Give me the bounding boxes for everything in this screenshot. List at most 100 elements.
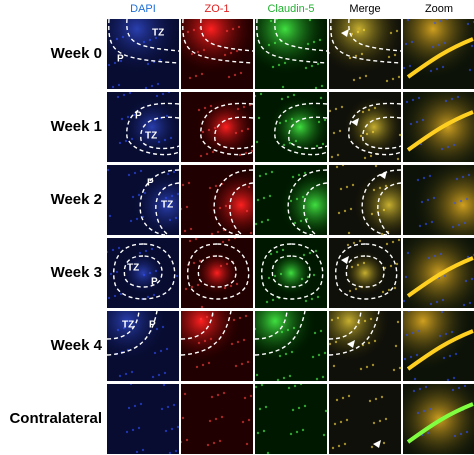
speckle [280,97,284,101]
panel [181,384,253,454]
speckle [219,264,223,268]
speckle [120,117,124,121]
boundary [348,102,401,156]
speckle [429,69,433,73]
speckle [464,279,468,283]
speckle [444,332,448,336]
speckle [403,66,406,70]
speckle [121,35,125,39]
speckle [150,84,154,88]
boundary [126,102,179,156]
speckle [468,68,472,72]
speckle [210,395,214,399]
speckle [364,74,368,78]
speckle [244,151,248,155]
speckle [387,55,391,59]
speckle [286,328,290,332]
speckle [368,399,372,403]
speckle [265,300,269,304]
speckle [352,241,356,245]
speckle [398,366,401,370]
speckle [395,29,399,33]
speckle [232,318,236,322]
speckle [205,315,209,319]
region-label: TZ [152,28,164,39]
speckle [289,432,293,436]
speckle [350,32,354,36]
arrowhead [379,171,387,179]
speckle [133,404,137,408]
speckle [444,99,448,103]
column-header: Claudin-5 [267,3,314,15]
row-label: Week 0 [51,45,102,62]
speckle [313,331,317,335]
speckle [125,430,129,434]
boundary [181,311,232,356]
speckle [439,19,443,23]
speckle [310,64,314,68]
signal [403,19,474,79]
signal [403,238,474,308]
speckle [216,230,220,234]
speckle [170,427,174,431]
speckle [367,341,371,345]
speckle [117,83,121,87]
speckle [275,19,279,21]
speckle [161,92,165,96]
panel [181,19,253,89]
speckle [310,297,314,301]
panel [181,311,253,381]
speckle [315,144,319,148]
speckle [175,274,179,278]
speckle [428,407,432,411]
speckle [202,48,206,52]
speckle [142,40,146,44]
speckle [236,340,240,344]
speckle [391,240,395,244]
speckle [442,356,446,360]
speckle [128,92,132,95]
speckle [277,63,281,67]
speckle [293,221,297,225]
boundary [186,243,250,300]
region-label: TZ [127,263,139,274]
speckle [291,408,295,412]
speckle [398,133,401,137]
speckle [279,272,283,276]
speckle [319,329,323,333]
speckle [395,262,399,266]
boundary [274,102,327,156]
speckle [203,106,207,110]
speckle [467,173,471,177]
speckle [236,107,240,111]
speckle [132,113,136,117]
speckle [196,50,200,54]
speckle [331,446,335,450]
speckle [409,122,413,126]
speckle [315,377,319,381]
speckle [109,272,113,276]
speckle [446,145,450,149]
speckle [240,362,244,366]
signal [132,170,179,235]
speckle [234,364,238,368]
speckle [260,384,264,387]
speckle [450,97,454,101]
speckle [208,419,212,423]
signal [403,384,474,454]
speckle [229,284,233,288]
speckle [453,201,457,205]
speckle [213,126,217,130]
panel [255,19,327,89]
speckle [407,311,411,313]
speckle [146,62,150,66]
speckle [346,243,350,247]
speckle [267,276,271,280]
boundary [255,311,306,356]
speckle [384,184,388,188]
speckle [146,295,150,299]
boundary [260,243,324,300]
speckle [465,197,469,201]
speckle [466,22,470,26]
speckle [150,247,154,251]
